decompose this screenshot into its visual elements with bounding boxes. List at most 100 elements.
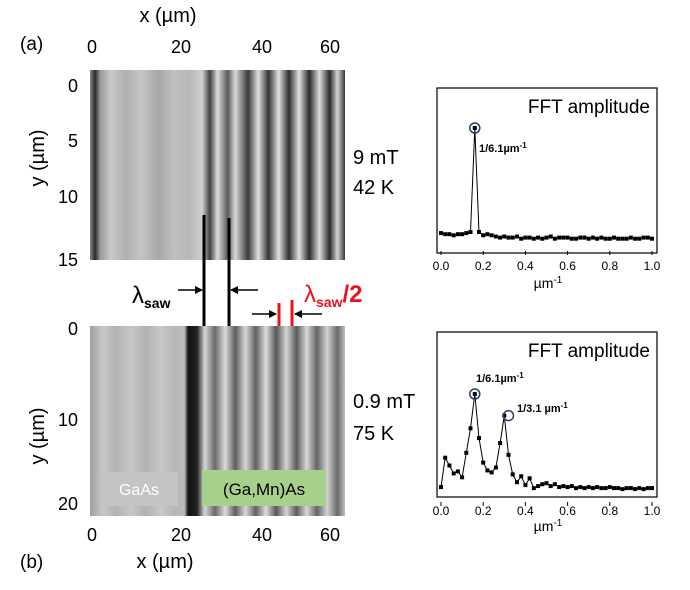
fft-top-peak-marker	[469, 122, 481, 134]
panel-b-x-ticks: 0 20 40 60	[87, 525, 340, 545]
fft-top-data-point	[540, 236, 545, 241]
fft-bottom-data-point	[574, 486, 578, 491]
fft-bottom-data-point	[603, 486, 608, 491]
fft-bottom-chart: FFT amplitude 1/6.1µm-1 1/3.1 µm-1 0.0 0.…	[433, 331, 661, 534]
panel-a-y-ticks: 0 5 10 15	[58, 76, 78, 270]
fft-bottom-x-tick-label: 0.6	[559, 504, 576, 518]
fft-bottom-x-axis-label: µm-1	[534, 518, 563, 534]
fft-bottom-data-point	[599, 486, 604, 491]
panel-a-x-tick: 0	[87, 37, 97, 57]
fft-bottom-data-point	[510, 472, 515, 477]
fft-top-data-point	[493, 234, 498, 239]
fft-bottom-data-point	[451, 471, 456, 476]
fft-bottom-data-point	[527, 476, 532, 481]
fft-bottom-data-point	[552, 482, 557, 487]
panel-a-field: 9 mT	[353, 147, 399, 169]
fft-top-data-point	[515, 234, 519, 239]
gaas-region-label: GaAs	[119, 482, 159, 499]
fft-top-series	[439, 122, 654, 241]
panel-b-y-tick: 20	[58, 494, 78, 514]
panel-a-stripe-image	[90, 70, 345, 260]
lambda-half-arrowhead-left	[269, 310, 277, 318]
fft-top-x-tick-label: 1.0	[644, 259, 661, 273]
fft-bottom-data-point	[519, 474, 524, 479]
fft-top-data-point	[527, 235, 532, 240]
fft-top-data-point	[523, 235, 528, 240]
fft-top-data-point	[477, 230, 481, 234]
fft-bottom-frame	[436, 331, 658, 498]
panel-b-temperature: 75 K	[353, 423, 395, 445]
fft-top-x-tick-label: 0.8	[601, 259, 618, 273]
fft-top-data-point	[460, 232, 465, 237]
fft-top-data-point	[590, 235, 595, 240]
fft-bottom-series	[439, 388, 654, 492]
fft-bottom-data-point	[650, 486, 654, 491]
lambda-half-arrowhead-right	[294, 310, 302, 318]
fft-top-data-point	[620, 236, 625, 241]
fft-bottom-data-point	[531, 486, 536, 491]
fft-bottom-data-point	[582, 486, 587, 491]
panel-a-y-tick: 5	[68, 131, 78, 151]
panel-a-x-axis-label: x (µm)	[139, 5, 196, 27]
fft-bottom-data-point	[557, 485, 562, 490]
fft-bottom-x-tick-label: 0.4	[517, 504, 534, 518]
fft-bottom-data-point	[641, 487, 646, 492]
fft-top-x-ticks: 0.0 0.2 0.4 0.6 0.8 1.0	[433, 251, 661, 273]
fft-top-data-point	[472, 126, 477, 130]
fft-bottom-data-point	[544, 481, 549, 486]
fft-bottom-data-point	[620, 487, 625, 492]
fft-bottom-data-point	[472, 392, 477, 396]
fft-bottom-data-point	[540, 482, 545, 487]
panel-b-field: 0.9 mT	[353, 391, 415, 413]
fft-bottom-data-point	[633, 487, 638, 492]
fft-top-data-point	[519, 236, 524, 241]
panel-b-y-ticks: 0 10 20	[58, 319, 78, 514]
gamnas-region-label: (Ga,Mn)As	[223, 480, 305, 499]
fft-bottom-data-point	[569, 484, 574, 489]
fft-top-data-point	[641, 235, 646, 240]
panel-b-x-tick: 20	[171, 525, 191, 545]
panel-b-x-tick: 0	[87, 525, 97, 545]
panel-a-y-tick: 15	[58, 250, 78, 270]
fft-top-data-point	[485, 232, 490, 237]
fft-top-data-point	[565, 235, 570, 240]
fft-bottom-x-tick-label: 0.0	[433, 504, 450, 518]
fft-bottom-data-point	[616, 486, 621, 491]
panel-b-y-tick: 10	[58, 410, 78, 430]
fft-bottom-data-point	[548, 484, 553, 489]
fft-top-data-point	[557, 235, 562, 240]
fft-top-data-point	[439, 231, 443, 236]
fft-top-x-tick-label: 0.0	[433, 259, 450, 273]
fft-top-data-point	[455, 232, 460, 237]
fft-bottom-data-point	[578, 485, 583, 490]
fft-top-x-tick-label: 0.6	[559, 259, 576, 273]
fft-bottom-data-point	[612, 486, 616, 491]
fft-bottom-data-point	[607, 485, 612, 490]
panel-b-x-tick: 40	[252, 525, 272, 545]
panel-a-x-tick: 40	[252, 37, 272, 57]
fft-top-data-point	[607, 236, 612, 241]
fft-top-data-point	[574, 236, 578, 241]
panel-a-x-tick: 20	[171, 37, 191, 57]
fft-top-data-point	[624, 236, 629, 241]
fft-bottom-x-tick-label: 0.8	[601, 504, 618, 518]
fft-bottom-peak1-label: 1/6.1µm-1	[476, 371, 524, 385]
fft-bottom-data-point	[506, 452, 511, 457]
fft-top-data-point	[561, 235, 566, 240]
fft-bottom-data-point	[515, 480, 519, 485]
panel-a-y-tick: 10	[58, 187, 78, 207]
panel-a-x-ticks: 0 20 40 60	[87, 37, 340, 57]
lambda-saw-arrowhead-right	[230, 286, 238, 294]
fft-bottom-x-ticks: 0.0 0.2 0.4 0.6 0.8 1.0	[433, 502, 661, 518]
fft-bottom-title: FFT amplitude	[528, 341, 650, 362]
fft-top-data-point	[578, 235, 583, 240]
panel-b-x-axis-label: x (µm)	[136, 551, 193, 573]
fft-bottom-data-point	[464, 450, 469, 455]
fft-top-x-tick-label: 0.4	[517, 259, 534, 273]
fft-top-data-point	[612, 235, 616, 240]
fft-bottom-data-point	[481, 460, 486, 465]
fft-top-data-point	[468, 230, 473, 234]
fft-top-data-point	[616, 236, 621, 241]
fft-top-data-point	[595, 236, 600, 241]
